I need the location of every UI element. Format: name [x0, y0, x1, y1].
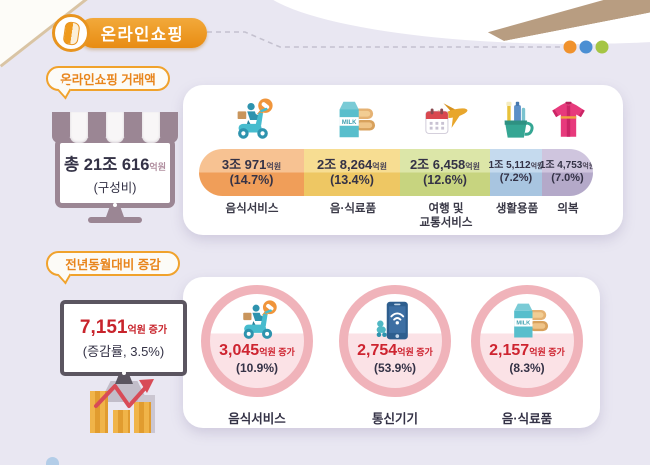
milk-bread-icon	[330, 97, 376, 143]
bar-segment-travel-transport: 2조 6,458억원 (12.6%)	[400, 149, 490, 196]
shopping-bag-icon	[52, 14, 90, 52]
total-transaction-monitor: 총 21조 616억원 (구성비)	[55, 138, 175, 208]
total-transaction-value: 총 21조 616억원	[64, 155, 166, 174]
section-label-transaction-amount: 온라인쇼핑 거래액	[46, 66, 170, 91]
category-label-travel-transport: 여행 및 교통서비스	[419, 203, 473, 229]
page-title: 온라인쇼핑	[78, 18, 207, 48]
bar-segment-food-service: 3조 971억원 (14.7%)	[199, 149, 304, 196]
bar-segment-clothing: 1조 4,753억원 (7.0%)	[540, 149, 593, 196]
growth-arrow-icon	[94, 379, 154, 408]
delivery-scooter-icon	[235, 299, 279, 343]
total-increase-value: 7,151억원 증가	[79, 316, 168, 338]
delivery-scooter-icon	[229, 97, 275, 143]
partial-next-section-bullet	[46, 457, 59, 465]
category-label-household-goods: 생활용품	[495, 203, 539, 215]
bar-segment-food-beverage: 2조 8,264억원 (13.4%)	[304, 149, 400, 196]
increase-rate: (10.9%)	[235, 361, 279, 375]
section-label-yoy-change: 전년동월대비 증감	[46, 251, 180, 276]
increase-value: 2,157억원 증가	[489, 342, 565, 359]
bar-chart-bar	[134, 402, 151, 433]
increase-label-food-beverage: 음·식료품	[501, 412, 553, 426]
total-increase-rate: (증감률, 3.5%)	[82, 343, 165, 359]
bar-segment-household-goods: 1조 5,112억원 (7.2%)	[489, 149, 543, 196]
increase-value: 3,045억원 증가	[219, 342, 295, 359]
increase-circle-communication-devices: 2,754억원 증가 (53.9%)	[339, 285, 451, 397]
tshirt-icon	[548, 100, 589, 141]
category-label-food-service: 음식서비스	[225, 203, 279, 215]
monitor2-stand-neck	[115, 376, 133, 384]
category-label-food-beverage: 음·식료품	[329, 203, 377, 215]
milk-bread-icon	[505, 299, 549, 343]
increase-label-communication-devices: 통신기기	[371, 412, 418, 426]
increase-label-food-service: 음식서비스	[228, 412, 286, 426]
calendar-airplane-icon	[423, 97, 469, 143]
yoy-increase-panel: 3,045억원 증가 (10.9%) 2,754억원 증가 (53.9%) 2,…	[183, 277, 600, 428]
composition-note: (구성비)	[93, 180, 137, 195]
monitor-stand-base	[88, 217, 142, 223]
bar-chart-bar	[90, 391, 108, 433]
total-increase-monitor: 7,151억원 증가 (증감률, 3.5%)	[60, 300, 187, 376]
storefront-awning-icon	[52, 112, 178, 143]
household-goods-icon	[497, 100, 538, 141]
increase-circle-food-service: 3,045억원 증가 (10.9%)	[201, 285, 313, 397]
increase-circle-food-beverage: 2,157억원 증가 (8.3%)	[471, 285, 583, 397]
increase-rate: (8.3%)	[509, 361, 545, 375]
smartphone-icon	[373, 299, 417, 343]
increase-value: 2,754억원 증가	[357, 342, 433, 359]
composition-bar: 3조 971억원 (14.7%) 2조 8,264억원 (13.4%) 2조 6…	[199, 149, 593, 196]
transaction-composition-panel: 3조 971억원 (14.7%) 2조 8,264억원 (13.4%) 2조 6…	[183, 85, 623, 235]
bar-chart-icon	[88, 390, 168, 433]
bar-chart-bar	[113, 410, 130, 433]
increase-rate: (53.9%)	[373, 361, 417, 375]
category-label-clothing: 의복	[557, 203, 579, 215]
monitor-stand-neck	[106, 208, 124, 217]
